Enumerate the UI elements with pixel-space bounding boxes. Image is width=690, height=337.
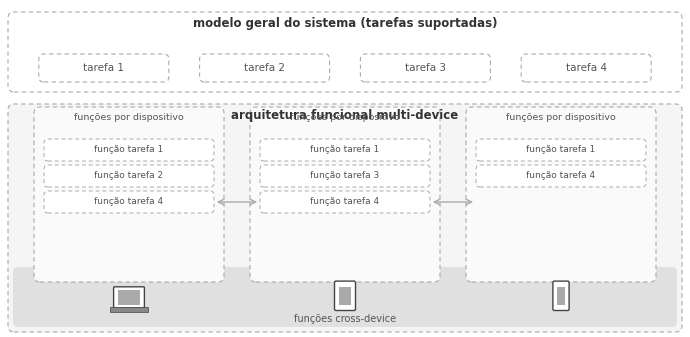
FancyBboxPatch shape [335, 281, 355, 310]
Text: função tarefa 1: função tarefa 1 [310, 146, 380, 154]
FancyBboxPatch shape [44, 165, 214, 187]
FancyBboxPatch shape [8, 104, 682, 332]
Text: funções cross-device: funções cross-device [294, 314, 396, 324]
Text: função tarefa 1: função tarefa 1 [526, 146, 595, 154]
FancyBboxPatch shape [34, 107, 224, 282]
FancyBboxPatch shape [260, 165, 430, 187]
Text: função tarefa 1: função tarefa 1 [95, 146, 164, 154]
FancyBboxPatch shape [553, 281, 569, 310]
FancyBboxPatch shape [466, 107, 656, 282]
FancyBboxPatch shape [44, 191, 214, 213]
Text: modelo geral do sistema (tarefas suportadas): modelo geral do sistema (tarefas suporta… [193, 18, 497, 31]
Text: função tarefa 4: função tarefa 4 [95, 197, 164, 207]
Text: tarefa 1: tarefa 1 [83, 63, 124, 73]
FancyBboxPatch shape [13, 267, 677, 327]
FancyBboxPatch shape [39, 54, 169, 82]
Text: arquitetura funcional multi-device: arquitetura funcional multi-device [231, 110, 459, 123]
Text: funções por dispositivo: funções por dispositivo [290, 113, 400, 122]
Text: tarefa 2: tarefa 2 [244, 63, 285, 73]
FancyBboxPatch shape [476, 165, 646, 187]
FancyBboxPatch shape [360, 54, 491, 82]
Text: tarefa 3: tarefa 3 [405, 63, 446, 73]
FancyBboxPatch shape [114, 287, 144, 308]
FancyBboxPatch shape [260, 139, 430, 161]
Bar [557, 286, 565, 305]
FancyBboxPatch shape [476, 139, 646, 161]
Text: função tarefa 3: função tarefa 3 [310, 172, 380, 181]
Bar [117, 290, 140, 305]
FancyBboxPatch shape [260, 191, 430, 213]
Text: funções por dispositivo: funções por dispositivo [74, 113, 184, 122]
FancyBboxPatch shape [44, 139, 214, 161]
FancyBboxPatch shape [199, 54, 330, 82]
FancyBboxPatch shape [250, 107, 440, 282]
Text: funções por dispositivo: funções por dispositivo [506, 113, 616, 122]
FancyBboxPatch shape [521, 54, 651, 82]
Bar [339, 286, 351, 305]
Text: função tarefa 4: função tarefa 4 [310, 197, 380, 207]
Bar [110, 307, 148, 312]
Text: tarefa 4: tarefa 4 [566, 63, 607, 73]
Text: função tarefa 2: função tarefa 2 [95, 172, 164, 181]
Text: função tarefa 4: função tarefa 4 [526, 172, 595, 181]
